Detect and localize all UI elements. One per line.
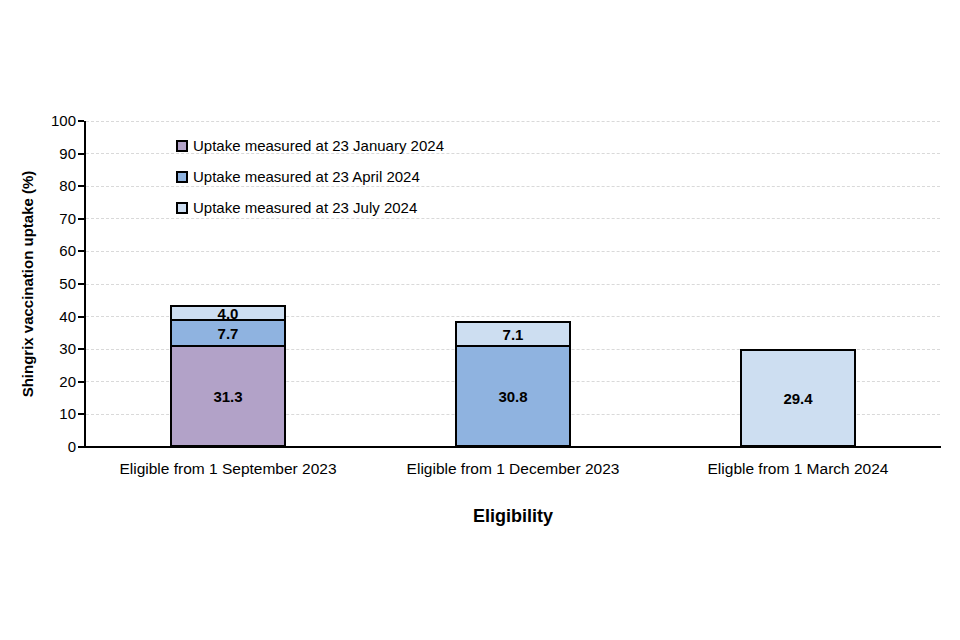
legend-item: Uptake measured at 23 April 2024 [176,167,444,186]
bar-value-label: 29.4 [783,392,812,405]
legend-label: Uptake measured at 23 January 2024 [193,136,444,155]
legend-swatch-icon [176,140,188,152]
gridline [86,218,940,219]
y-tick-label: 70 [24,210,76,228]
legend-item: Uptake measured at 23 July 2024 [176,198,444,217]
legend-swatch-icon [176,202,188,214]
x-axis-line [84,446,941,448]
y-tick-label: 30 [24,340,76,358]
bar-value-label: 7.1 [503,328,524,341]
y-tick-label: 10 [24,405,76,423]
bar-value-label: 31.3 [213,390,242,403]
bar-segment: 7.1 [457,323,569,347]
bar-segment: 30.8 [457,347,569,445]
category-label: Eligible from 1 September 2023 [85,459,371,478]
legend-swatch-icon [176,171,188,183]
y-tick-label: 50 [24,275,76,293]
bar-value-label: 4.0 [218,307,239,320]
gridline [86,121,940,122]
stacked-bar: 4.0 7.7 31.3 [170,305,286,447]
bar-segment: 31.3 [172,347,284,445]
x-axis-title: Eligibility [340,506,686,527]
y-tick-label: 80 [24,177,76,195]
gridline [86,251,940,252]
category-label: Eligble from 1 March 2024 [655,459,941,478]
legend-item: Uptake measured at 23 January 2024 [176,136,444,155]
legend: Uptake measured at 23 January 2024 Uptake… [176,136,444,217]
bar-segment: 7.7 [172,321,284,347]
gridline [86,284,940,285]
chart-canvas: Shingrix vaccination uptake (%) 01020304… [0,0,960,640]
stacked-bar: 29.4 [740,349,856,447]
stacked-bar: 7.1 30.8 [455,321,571,447]
bar-segment: 4.0 [172,307,284,321]
bar-value-label: 7.7 [218,327,239,340]
bar-value-label: 30.8 [498,390,527,403]
legend-label: Uptake measured at 23 July 2024 [193,198,417,217]
y-tick-label: 90 [24,145,76,163]
bar-segment: 29.4 [742,351,854,445]
y-tick-label: 60 [24,242,76,260]
legend-label: Uptake measured at 23 April 2024 [193,167,420,186]
category-label: Eligible from 1 December 2023 [370,459,656,478]
y-tick-label: 40 [24,308,76,326]
y-tick-label: 100 [24,112,76,130]
y-tick-label: 20 [24,373,76,391]
y-tick-label: 0 [24,438,76,456]
y-axis-line [84,121,86,448]
